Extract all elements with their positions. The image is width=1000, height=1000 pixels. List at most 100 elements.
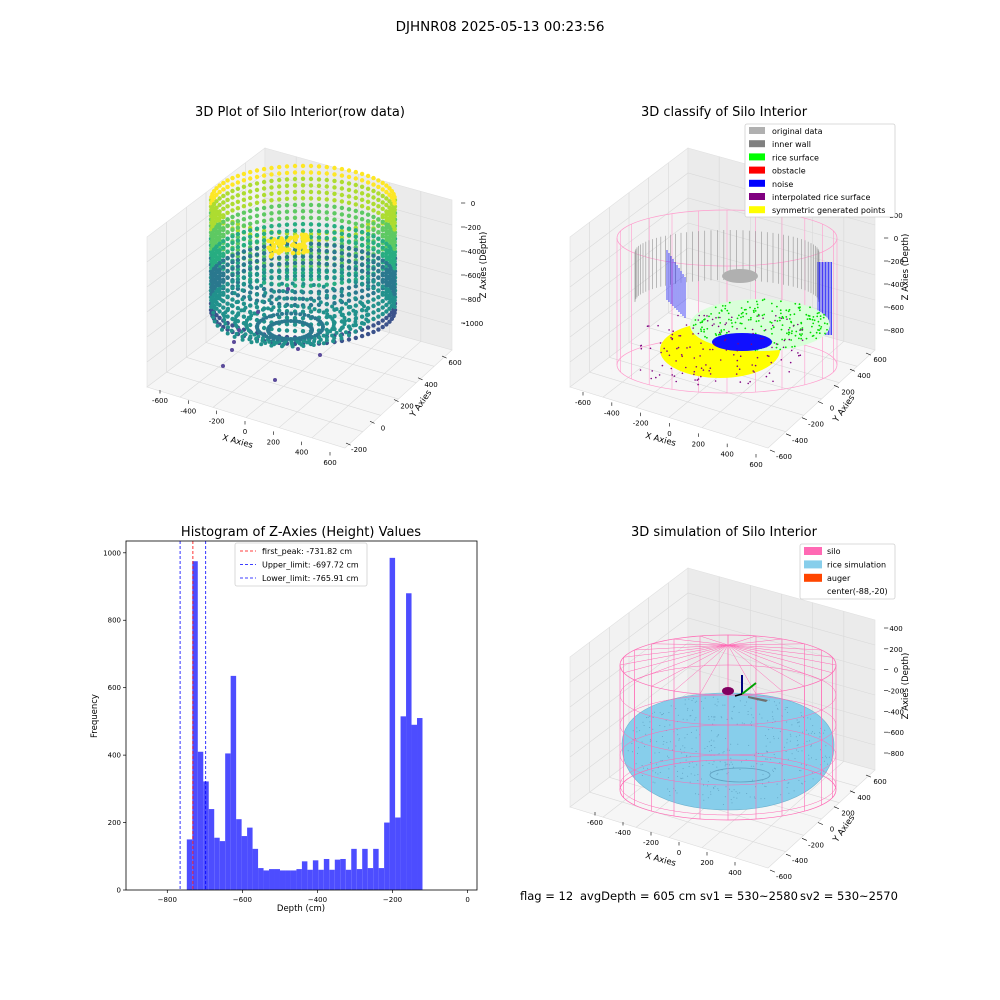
raw-point — [269, 217, 274, 222]
rice-mesh-point — [737, 792, 739, 794]
raw-point — [346, 213, 352, 218]
rice-surface-point — [718, 333, 720, 336]
raw-point — [305, 340, 309, 345]
rice-surface-point — [706, 336, 708, 339]
silo-roof-wire — [673, 644, 729, 692]
raw-point — [308, 277, 314, 282]
raw-point — [214, 212, 219, 217]
raw-point — [248, 215, 253, 220]
rice-mesh-point — [773, 738, 775, 740]
raw-point — [221, 239, 226, 244]
raw-point — [376, 184, 381, 190]
silo-roof-wire — [727, 638, 783, 646]
raw-point — [359, 229, 365, 235]
interpolated-point — [711, 348, 714, 351]
raw-point — [269, 343, 274, 348]
raw-point — [214, 276, 219, 282]
raw-point — [343, 319, 347, 323]
auger-axis-y — [741, 682, 757, 695]
rice-mesh-point — [711, 716, 713, 718]
raw-point — [353, 221, 358, 226]
raw-point — [280, 311, 284, 316]
raw-point — [387, 231, 392, 236]
raw-point — [230, 266, 235, 271]
raw-point — [384, 302, 389, 308]
rice-mesh-point — [695, 729, 697, 731]
raw-point — [338, 328, 343, 333]
rice-mesh-point — [788, 782, 790, 784]
rice-mesh-point — [728, 764, 730, 766]
cls-z-tick-label: -400 — [888, 281, 904, 289]
raw-point — [371, 175, 376, 181]
rice-mesh-point — [722, 704, 724, 706]
histogram-bar — [406, 593, 412, 890]
raw-point — [346, 337, 352, 342]
raw-point — [241, 268, 247, 274]
rice-mesh-point — [664, 726, 666, 728]
rice-mesh-point — [777, 707, 779, 709]
raw-point — [248, 334, 253, 339]
raw-point — [325, 331, 330, 336]
rice-mesh-point — [726, 718, 728, 720]
raw-point — [339, 225, 345, 230]
rice-mesh-point — [826, 757, 828, 759]
rice-mesh-point — [737, 743, 739, 745]
rice-mesh-point — [712, 696, 714, 698]
raw-point — [263, 341, 268, 345]
raw-point — [387, 319, 392, 324]
raw-point — [284, 261, 290, 266]
legend-label: interpolated rice surface — [772, 193, 870, 202]
raw-point — [254, 213, 260, 218]
raw-point — [365, 199, 371, 204]
rice-mesh-point — [771, 711, 773, 713]
rice-mesh-point — [689, 762, 691, 764]
sim-y-tick-label: -400 — [792, 857, 808, 865]
raw-point — [365, 283, 371, 289]
rice-surface-point — [724, 307, 727, 310]
raw-point — [308, 176, 314, 182]
raw-point — [235, 277, 241, 282]
raw-point — [353, 260, 358, 265]
interpolated-point — [797, 323, 799, 326]
rice-mesh-point — [801, 783, 803, 785]
status-sv2: sv2 = 530~2570 — [800, 889, 898, 903]
status-avg-depth: avgDepth = 605 cm — [580, 889, 696, 903]
rice-surface-point — [701, 320, 704, 322]
legend-label: rice surface — [772, 153, 819, 162]
raw-point — [380, 239, 385, 244]
interpolated-point — [731, 316, 733, 319]
raw-point — [302, 312, 307, 317]
raw-point — [225, 268, 230, 274]
raw-point — [380, 213, 385, 218]
rice-mesh-point — [786, 742, 788, 744]
rice-mesh-point — [720, 716, 722, 718]
rice-mesh-point — [777, 708, 779, 710]
raw-point — [384, 315, 389, 321]
raw-point — [376, 268, 381, 274]
rice-mesh-point — [786, 738, 788, 740]
rice-mesh-point — [697, 774, 699, 776]
raw-point — [365, 277, 371, 282]
raw-z-tick-label: -800 — [465, 296, 481, 304]
raw-point — [222, 314, 227, 319]
raw-point — [346, 181, 352, 186]
raw-point — [260, 336, 265, 341]
rice-mesh-point — [658, 752, 660, 754]
rice-mesh-point — [713, 740, 715, 742]
rice-mesh-point — [806, 740, 808, 742]
raw-point — [217, 183, 222, 188]
interpolated-point — [753, 371, 755, 373]
raw-point — [308, 209, 314, 214]
interpolated-point — [764, 329, 767, 331]
rice-mesh-point — [729, 788, 730, 790]
rice-mesh-point — [663, 713, 664, 715]
raw-point — [241, 249, 247, 254]
rice-mesh-point — [682, 772, 684, 774]
rice-surface-point — [699, 321, 702, 324]
legend-swatch — [749, 153, 765, 161]
rice-mesh-point — [636, 731, 638, 733]
rice-mesh-point — [769, 741, 771, 743]
sim-y-tick-label: 200 — [841, 810, 854, 818]
rice-mesh-point — [685, 755, 687, 757]
